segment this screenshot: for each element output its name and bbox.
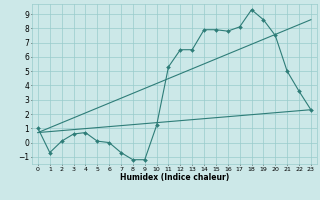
X-axis label: Humidex (Indice chaleur): Humidex (Indice chaleur)	[120, 173, 229, 182]
